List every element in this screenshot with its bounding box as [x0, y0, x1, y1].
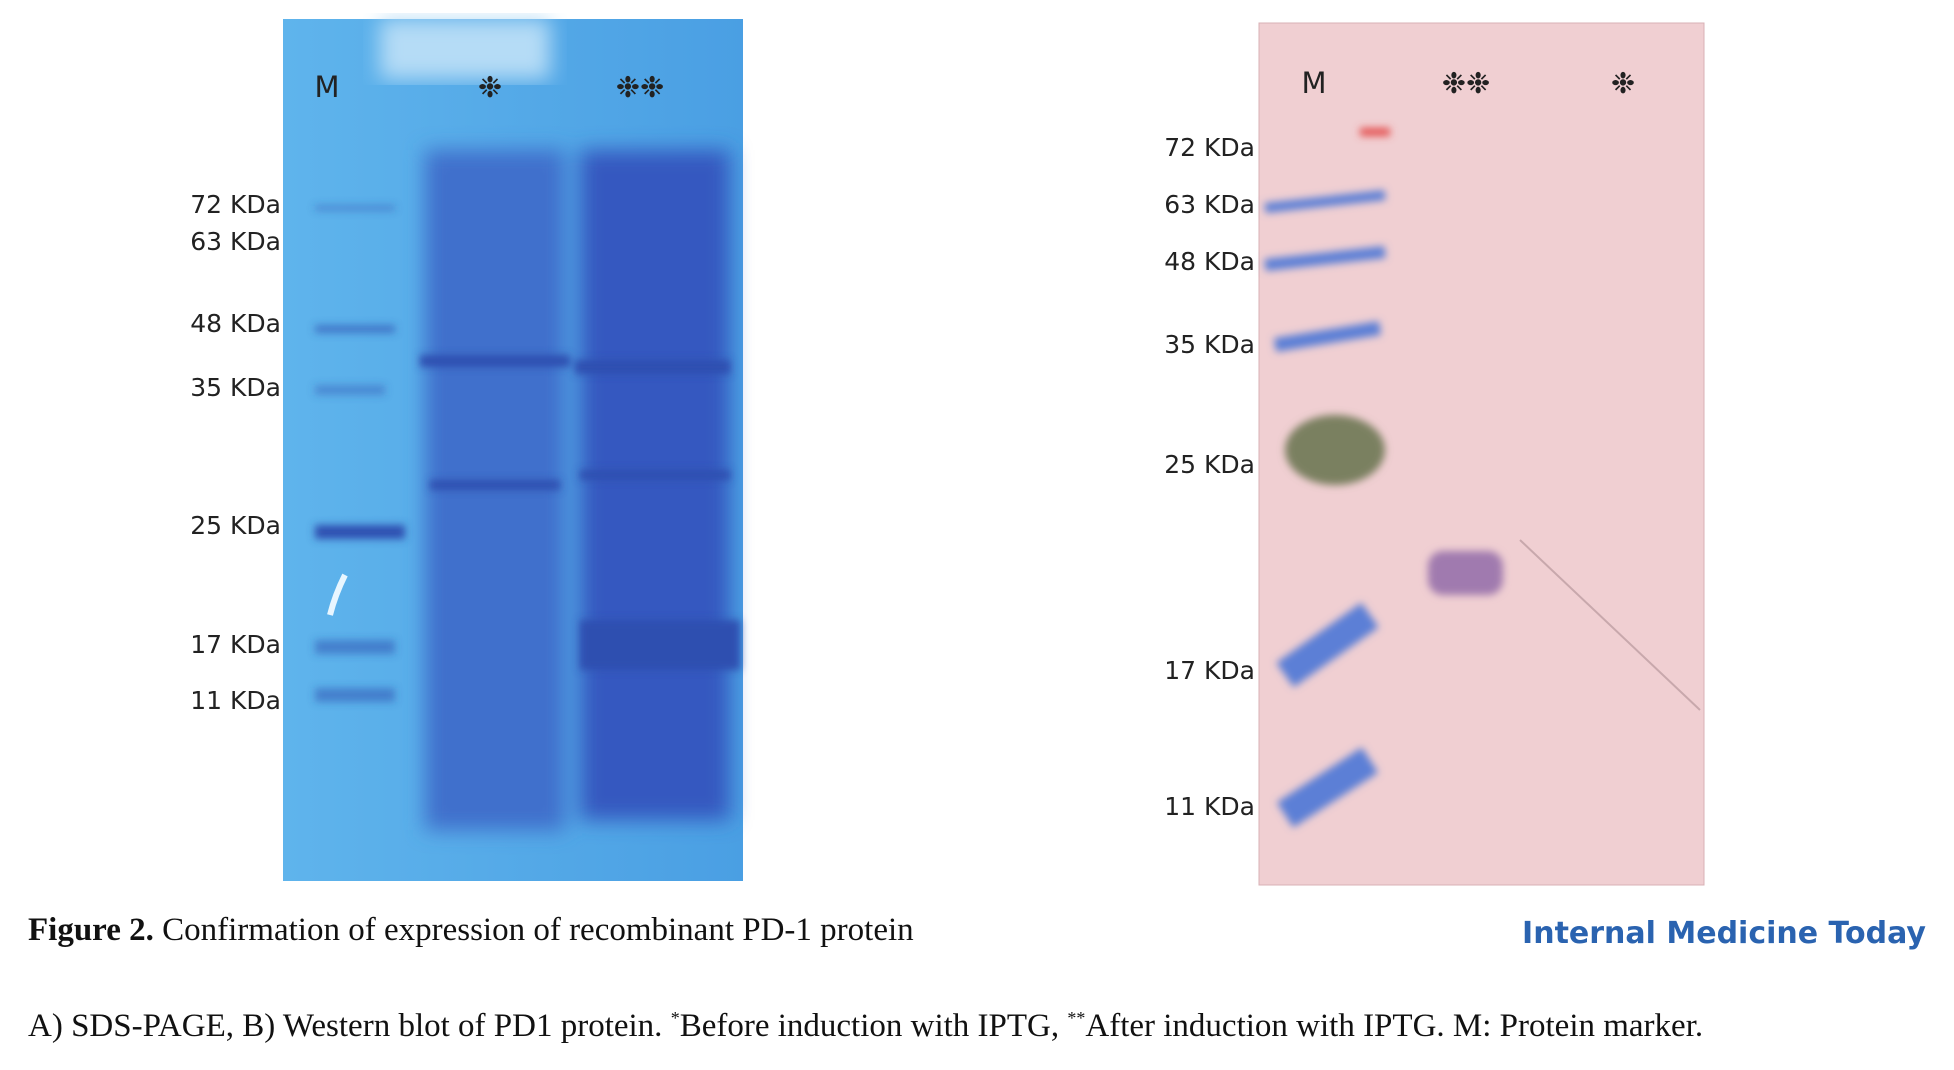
note-mark: * [670, 1008, 680, 1028]
marker-label: 25 KDa [190, 511, 281, 540]
lane-label: M [314, 70, 339, 104]
lane-label: ❉ [1611, 66, 1635, 100]
marker-label: 17 KDa [1164, 656, 1255, 685]
sds-page-gel [283, 19, 743, 881]
marker-label: 25 KDa [1164, 450, 1255, 479]
note-text: After induction with IPTG. M: Protein ma… [1085, 1008, 1704, 1044]
note-mark: ** [1067, 1008, 1086, 1028]
caption: Figure 2. Confirmation of expression of … [28, 912, 914, 949]
note-text: Before induction with IPTG, [679, 1008, 1068, 1044]
marker-label: 35 KDa [1164, 330, 1255, 359]
note-text: A) SDS-PAGE, B) Western blot of PD1 prot… [28, 1008, 671, 1044]
caption-text: Confirmation of expression of recombinan… [162, 912, 914, 948]
marker-label: 48 KDa [1164, 247, 1255, 276]
marker-label: 72 KDa [190, 190, 281, 219]
marker-label: 63 KDa [190, 227, 281, 256]
lane-label: M [1301, 66, 1326, 100]
note: A) SDS-PAGE, B) Western blot of PD1 prot… [28, 1008, 1703, 1045]
marker-label: 35 KDa [190, 373, 281, 402]
marker-label: 17 KDa [190, 630, 281, 659]
journal-name: Internal Medicine Today [1522, 916, 1926, 951]
marker-label: 11 KDa [190, 686, 281, 715]
marker-label: 72 KDa [1164, 133, 1255, 162]
marker-label: 63 KDa [1164, 190, 1255, 219]
lane-label: ❉❉ [616, 70, 665, 104]
lane-label: ❉❉ [1442, 66, 1491, 100]
marker-label: 11 KDa [1164, 792, 1255, 821]
lane-label: ❉ [478, 70, 502, 104]
marker-label: 48 KDa [190, 309, 281, 338]
caption-label: Figure 2. [28, 912, 154, 948]
western-blot-membrane [1258, 22, 1705, 886]
